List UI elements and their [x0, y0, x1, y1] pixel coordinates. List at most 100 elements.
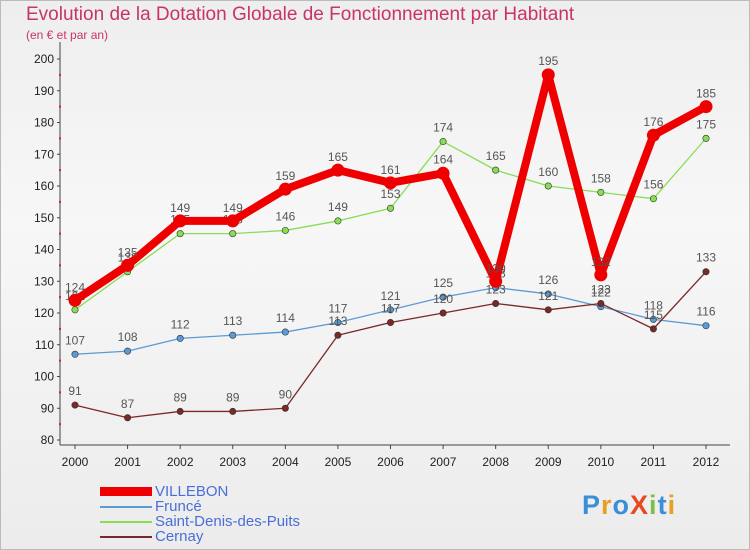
x-tick-label: 2011 — [641, 455, 667, 469]
y-minor-tick — [59, 169, 61, 172]
data-label: 156 — [643, 178, 663, 192]
data-point — [68, 293, 82, 307]
data-point — [124, 347, 132, 355]
data-label: 125 — [433, 276, 453, 290]
x-tick-label: 2005 — [325, 455, 352, 469]
data-point — [334, 331, 342, 339]
data-label: 195 — [538, 54, 558, 68]
data-label: 123 — [591, 282, 611, 296]
data-point — [124, 414, 132, 422]
data-label: 146 — [275, 209, 295, 223]
data-label: 107 — [65, 333, 85, 347]
data-label: 165 — [328, 150, 348, 164]
data-label: 117 — [328, 302, 347, 316]
logo-letter: P — [582, 490, 602, 520]
data-point — [334, 319, 342, 327]
data-label: 116 — [696, 305, 715, 319]
data-label: 113 — [223, 314, 242, 328]
data-label: 123 — [486, 282, 506, 296]
data-point — [489, 274, 503, 288]
data-label: 90 — [279, 387, 293, 401]
legend-label-villebon: VILLEBON — [155, 483, 229, 500]
x-tick-label: 2012 — [693, 455, 720, 469]
logo-letter: X — [630, 490, 650, 520]
legend-swatch-saint-denis — [100, 521, 152, 523]
legend-swatch-cernay — [100, 536, 152, 538]
data-label: 132 — [591, 255, 611, 269]
data-point — [331, 163, 345, 177]
data-label: 122 — [591, 286, 611, 300]
legend-label-cernay: Cernay — [155, 528, 204, 545]
data-point — [492, 299, 500, 307]
data-label: 130 — [486, 261, 506, 275]
data-label: 120 — [433, 292, 453, 306]
x-tick-label: 2010 — [587, 455, 614, 469]
data-label: 114 — [276, 311, 295, 325]
x-tick-label: 2009 — [535, 455, 562, 469]
data-label: 149 — [328, 200, 348, 214]
data-point — [281, 328, 289, 336]
y-tick-label: 80 — [41, 433, 55, 447]
data-label: 118 — [644, 298, 663, 312]
data-point — [229, 230, 237, 238]
data-point — [173, 214, 187, 228]
x-tick-label: 2002 — [167, 455, 194, 469]
y-tick-label: 110 — [35, 338, 54, 352]
data-point — [386, 204, 394, 212]
data-label: 121 — [538, 289, 558, 303]
data-point — [439, 293, 447, 301]
logo-letter: t — [657, 490, 668, 520]
data-label: 135 — [118, 245, 138, 259]
y-tick-label: 150 — [34, 211, 54, 225]
data-label: 113 — [328, 314, 347, 328]
x-tick-label: 2004 — [272, 455, 299, 469]
data-point — [439, 138, 447, 146]
data-point — [594, 268, 608, 282]
logo-letter: r — [601, 490, 613, 520]
legend-swatch-frunce — [100, 506, 152, 508]
data-point — [71, 350, 79, 358]
y-tick-label: 100 — [34, 370, 54, 384]
y-minor-tick — [59, 327, 61, 330]
y-minor-tick — [59, 296, 61, 299]
data-point — [439, 309, 447, 317]
data-point — [492, 166, 500, 174]
data-point — [702, 268, 710, 276]
y-tick-label: 140 — [34, 243, 54, 257]
data-label: 158 — [591, 171, 611, 185]
data-label: 115 — [644, 308, 663, 322]
data-point — [281, 226, 289, 234]
y-tick-label: 170 — [34, 147, 54, 161]
data-point — [176, 230, 184, 238]
data-label: 185 — [696, 87, 716, 101]
x-tick-label: 2001 — [114, 455, 141, 469]
chart-title: Evolution de la Dotation Globale de Fonc… — [26, 4, 575, 25]
data-point — [386, 319, 394, 327]
data-point — [278, 182, 292, 196]
x-tick-label: 2000 — [62, 455, 89, 469]
data-label: 112 — [171, 317, 190, 331]
logo-letter: i — [667, 490, 677, 520]
data-point — [71, 306, 79, 314]
data-point — [229, 331, 237, 339]
data-label: 91 — [68, 384, 82, 398]
data-label: 160 — [538, 165, 558, 179]
y-minor-tick — [59, 105, 61, 108]
data-label: 117 — [381, 302, 400, 316]
data-point — [384, 176, 397, 190]
data-point — [544, 306, 552, 314]
x-tick-label: 2007 — [430, 455, 457, 469]
data-label: 133 — [696, 251, 716, 265]
y-tick-label: 90 — [41, 401, 55, 415]
y-tick-label: 200 — [34, 52, 54, 66]
data-point — [649, 195, 657, 203]
data-point — [176, 407, 184, 415]
y-minor-tick — [59, 200, 61, 203]
data-label: 149 — [170, 201, 190, 215]
logo-letter: o — [612, 490, 631, 520]
data-label: 159 — [275, 169, 295, 183]
data-point — [71, 401, 79, 409]
legend-label-frunce: Fruncé — [155, 498, 202, 515]
